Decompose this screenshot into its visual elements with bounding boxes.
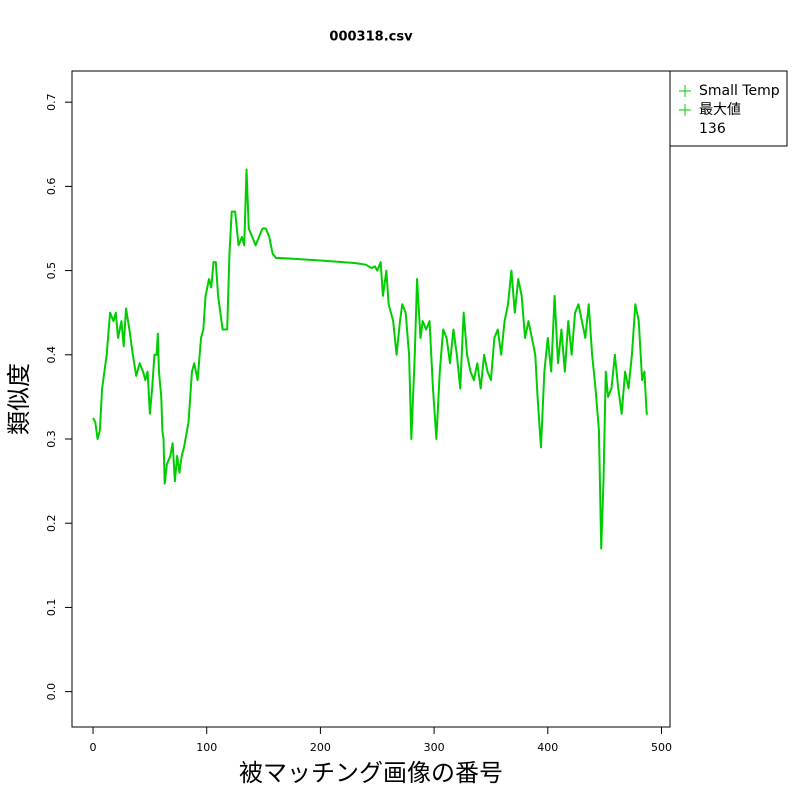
- x-tick-label: 500: [651, 741, 672, 754]
- chart-title: 000318.csv: [329, 30, 413, 45]
- y-axis-label: 類似度: [5, 363, 33, 435]
- legend-label: 最大値: [699, 102, 741, 118]
- x-tick-label: 400: [537, 741, 558, 754]
- y-tick-label: 0.4: [45, 346, 58, 364]
- legend-label: 136: [699, 121, 726, 137]
- y-tick-label: 0.2: [45, 514, 58, 532]
- y-tick-label: 0.7: [45, 93, 58, 111]
- y-tick-label: 0.3: [45, 430, 58, 448]
- y-tick-label: 0.6: [45, 178, 58, 196]
- x-tick-label: 100: [196, 741, 217, 754]
- legend-box: [669, 70, 788, 147]
- x-axis-label: 被マッチング画像の番号: [239, 759, 503, 787]
- legend-label: Small Temp: [699, 83, 780, 99]
- x-tick-label: 0: [90, 741, 97, 754]
- x-tick-label: 300: [424, 741, 445, 754]
- y-tick-label: 0.5: [45, 262, 58, 280]
- y-tick-label: 0.1: [45, 599, 58, 617]
- data-line: [92, 168, 648, 550]
- y-tick-label: 0.0: [45, 683, 58, 701]
- x-tick-label: 200: [310, 741, 331, 754]
